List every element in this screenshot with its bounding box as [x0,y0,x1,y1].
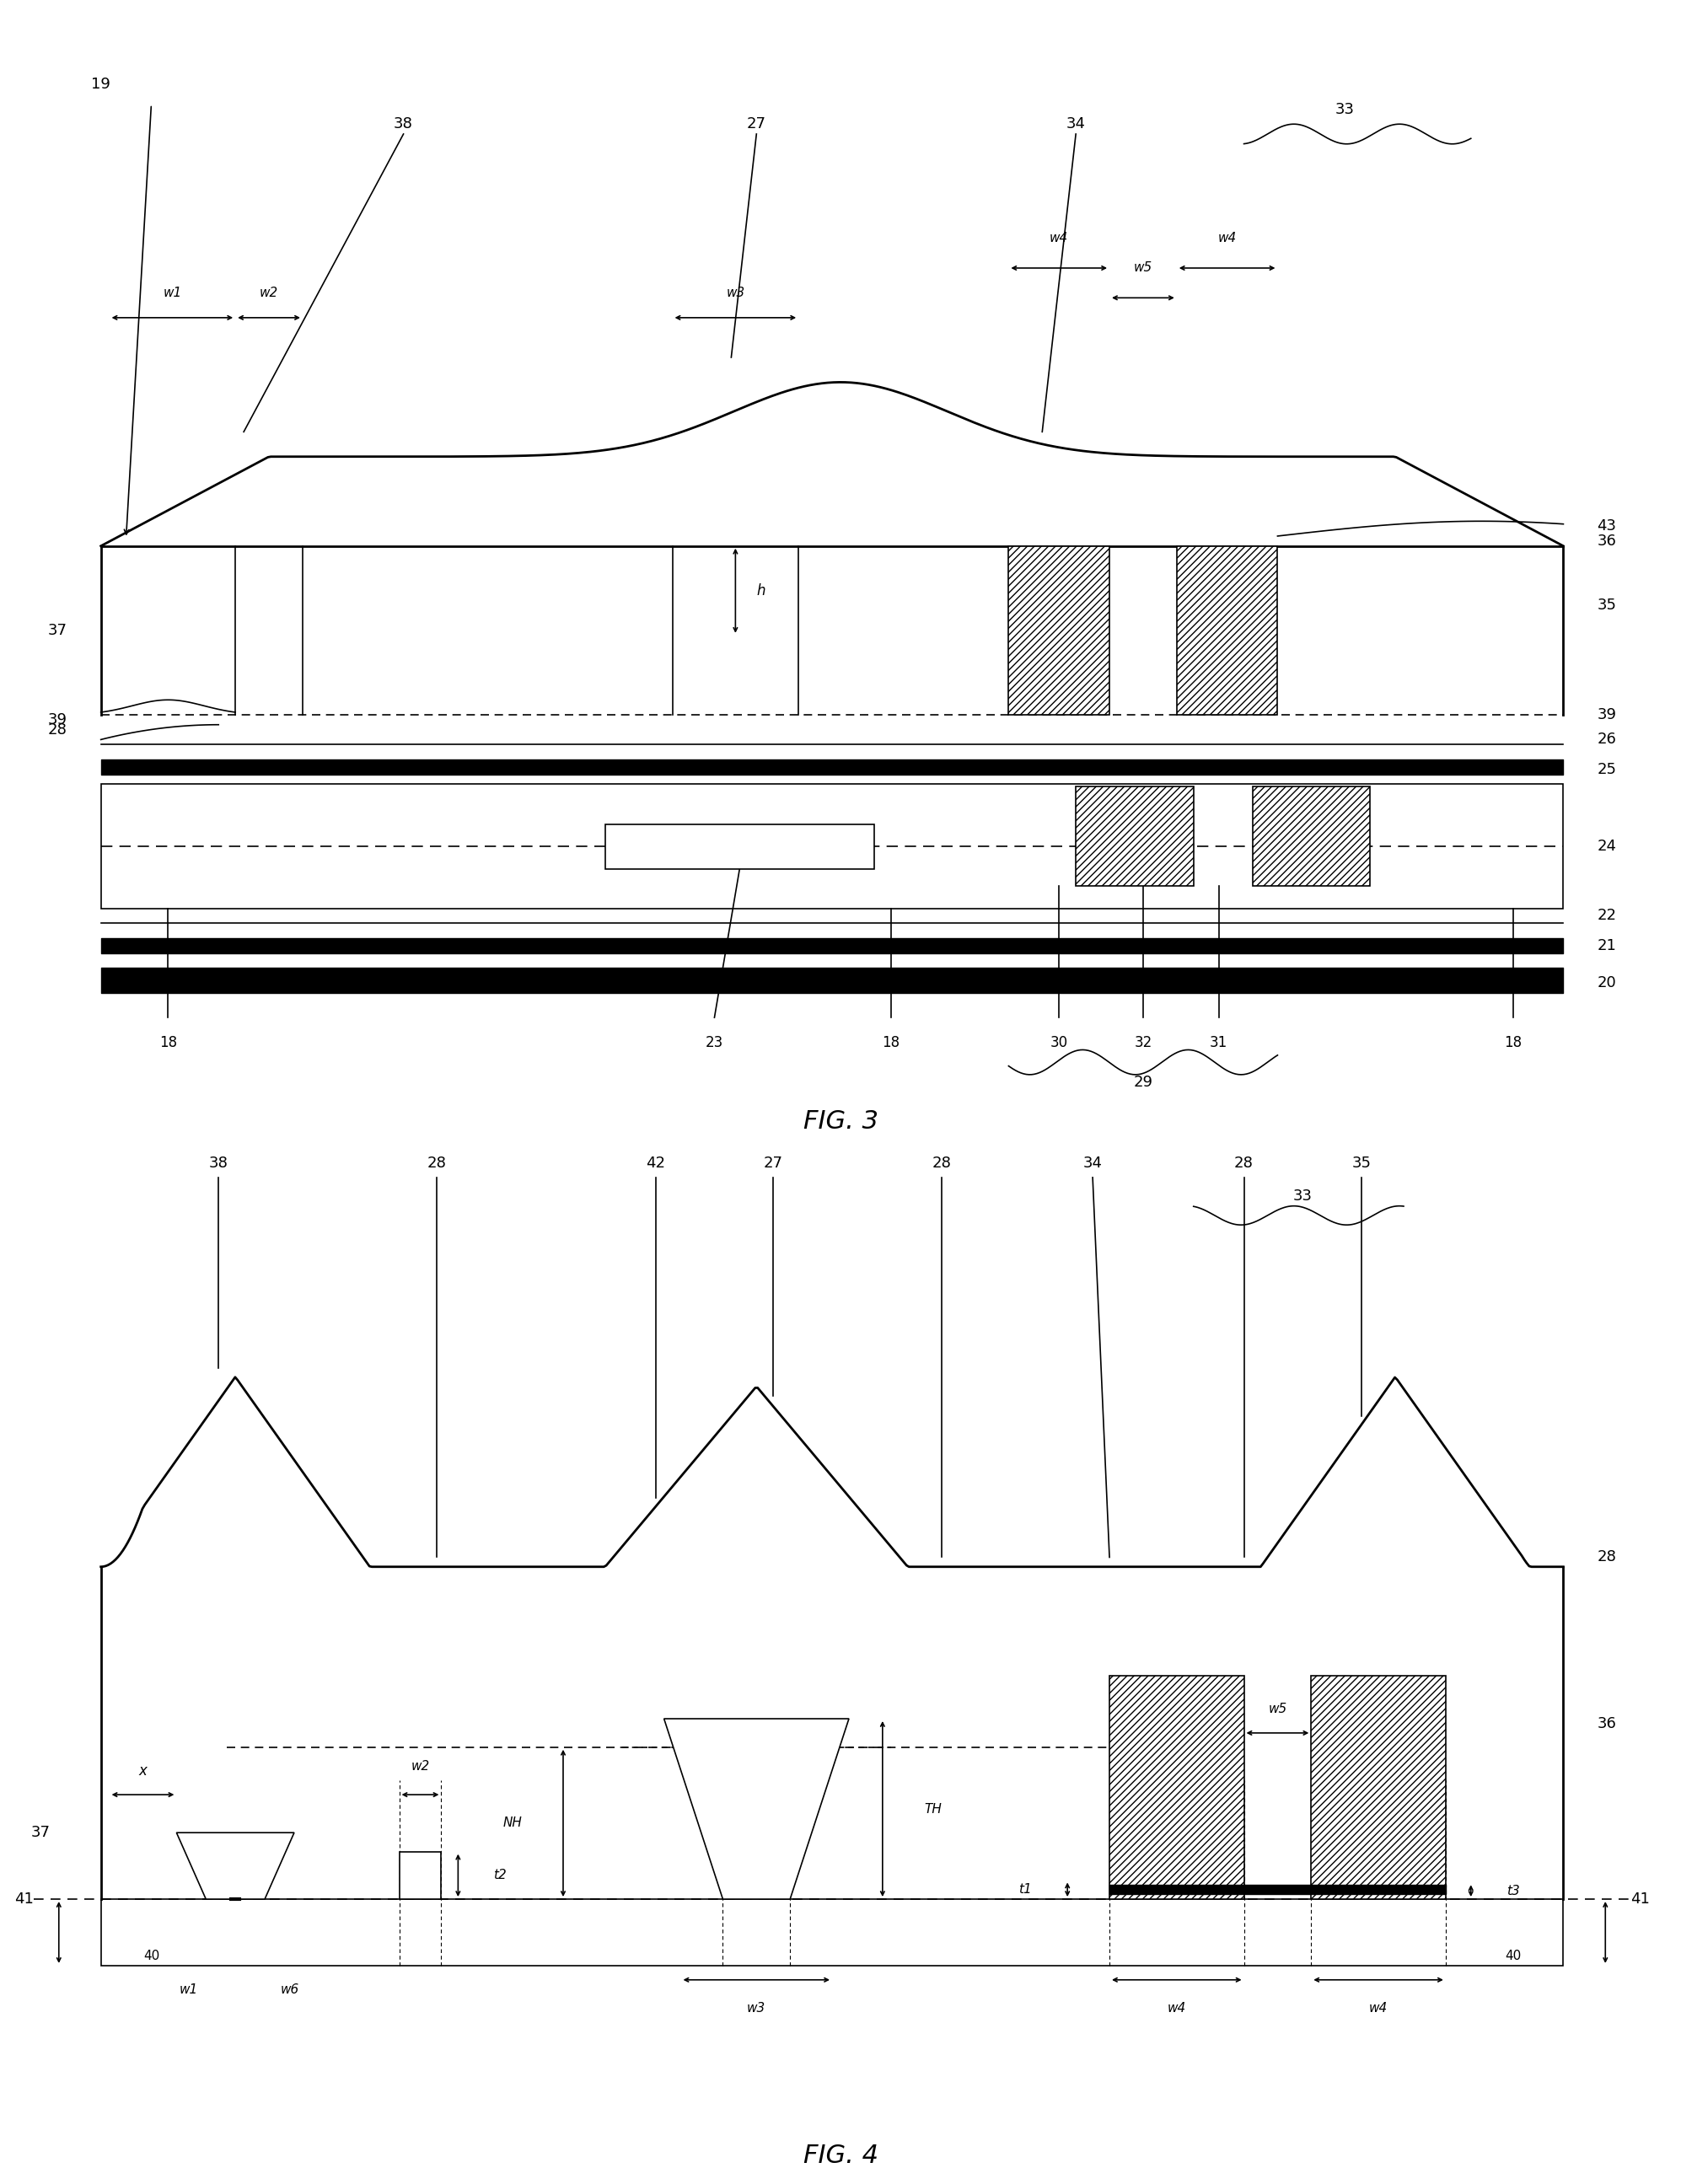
Text: 18: 18 [883,1035,899,1051]
Text: 42: 42 [646,1155,666,1171]
Text: 25: 25 [1597,762,1617,778]
Text: 39: 39 [47,712,67,727]
Text: w4: w4 [1217,232,1237,245]
Text: 38: 38 [393,116,414,131]
Text: FIG. 4: FIG. 4 [804,2143,877,2169]
Bar [1076,786,1194,887]
Text: 19: 19 [91,76,111,92]
Text: w1: w1 [163,286,182,299]
Text: TH: TH [925,1802,941,1815]
Text: 35: 35 [1597,598,1617,614]
Text: 33: 33 [1293,1188,1313,1203]
Text: 28: 28 [49,723,67,738]
Text: w4: w4 [1049,232,1069,245]
Text: 34: 34 [1083,1155,1103,1171]
Text: w4: w4 [1167,2003,1187,2014]
Text: w5: w5 [1267,1704,1288,1717]
Text: h: h [756,583,765,598]
Text: 41: 41 [15,1891,34,1907]
Text: 37: 37 [30,1826,50,1841]
Bar [1177,546,1278,714]
Text: 27: 27 [746,116,767,131]
Text: 40: 40 [1504,1950,1521,1963]
Bar [1252,786,1370,887]
Text: 22: 22 [1597,909,1617,924]
Text: w6: w6 [281,1983,299,1996]
Text: 18: 18 [160,1035,177,1051]
Text: w3: w3 [746,2003,767,2014]
Text: 28: 28 [931,1155,951,1171]
Text: w3: w3 [726,286,745,299]
Text: 28: 28 [1234,1155,1254,1171]
Text: t1: t1 [1019,1883,1032,1896]
Text: 36: 36 [1597,1717,1615,1732]
Text: x: x [140,1762,146,1778]
Text: w2: w2 [410,1760,430,1773]
Text: 33: 33 [1335,103,1355,116]
Text: 37: 37 [47,622,67,638]
Text: 28: 28 [1597,1551,1615,1566]
Text: 27: 27 [763,1155,783,1171]
Polygon shape [177,1832,294,1900]
Text: 20: 20 [1597,976,1615,989]
Text: w4: w4 [1368,2003,1389,2014]
Bar [398,1852,440,1900]
Text: 38: 38 [208,1155,229,1171]
Bar [1109,1675,1244,1900]
Text: 36: 36 [1597,533,1615,548]
Bar [1009,546,1109,714]
Bar [101,784,1563,909]
Text: 21: 21 [1597,937,1615,952]
Text: w1: w1 [180,1983,198,1996]
Text: w2: w2 [259,286,279,299]
Bar [1311,1675,1446,1900]
Text: 26: 26 [1597,732,1615,747]
Text: 24: 24 [1597,839,1617,854]
Text: 18: 18 [1504,1035,1521,1051]
Text: NH: NH [503,1817,523,1830]
Text: 28: 28 [427,1155,447,1171]
Text: 29: 29 [1133,1075,1153,1090]
Text: 43: 43 [1597,518,1617,533]
Text: 35: 35 [1352,1155,1372,1171]
Polygon shape [664,1719,849,1900]
Text: w5: w5 [1133,262,1153,275]
Text: t2: t2 [494,1870,506,1883]
Text: 30: 30 [1051,1035,1067,1051]
Bar [605,823,874,869]
Text: 23: 23 [706,1035,723,1051]
Text: 31: 31 [1210,1035,1227,1051]
Text: 39: 39 [1597,708,1617,723]
Bar [101,1900,1563,1966]
Text: t3: t3 [1506,1885,1520,1898]
Text: 32: 32 [1135,1035,1151,1051]
Text: 40: 40 [143,1950,160,1963]
Text: 34: 34 [1066,116,1086,131]
Text: 41: 41 [1631,1891,1649,1907]
Text: FIG. 3: FIG. 3 [804,1109,877,1133]
Text: θ: θ [249,1878,256,1891]
